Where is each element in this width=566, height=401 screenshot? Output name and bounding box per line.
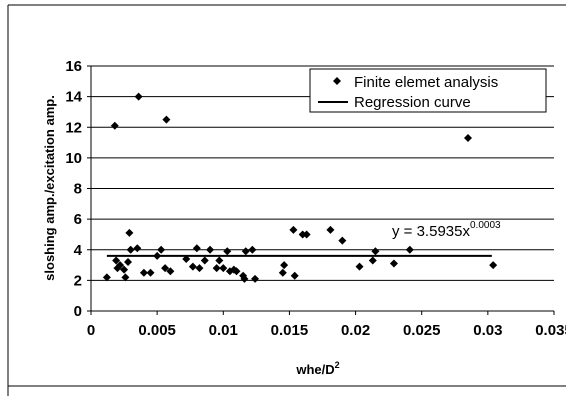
data-point [161,264,170,273]
x-tick-label: 0.005 [138,322,176,339]
data-point [188,262,197,271]
x-tick-label: 0 [87,322,95,339]
y-tick-label: 6 [74,211,82,228]
data-point [206,245,215,254]
data-point [116,261,125,270]
data-point [219,264,228,273]
data-point [223,247,232,256]
data-point [139,268,148,277]
x-tick-label: 0.01 [209,322,238,339]
data-point [278,268,287,277]
y-tick-label: 4 [74,242,83,259]
data-point [102,273,111,282]
data-point [232,267,241,276]
legend-marker-diamond [333,77,341,85]
y-tick-label: 8 [74,181,82,198]
data-point [125,228,134,237]
legend-label-finite-element: Finite elemet analysis [354,74,498,91]
data-point [162,115,171,124]
y-tick-label: 16 [65,58,82,75]
data-point [371,247,380,256]
data-point [146,268,155,277]
data-point [338,236,347,245]
data-point [289,225,298,234]
data-point [240,274,249,283]
data-point [489,261,498,270]
data-point [212,264,221,273]
data-point [405,245,414,254]
legend-box [309,68,547,113]
y-tick-label: 2 [74,272,82,289]
x-tick-label: 0.03 [473,322,502,339]
legend-label-regression: Regression curve [354,94,471,111]
data-point [302,230,311,239]
data-point [153,251,162,260]
x-tick-label: 0.02 [341,322,370,339]
x-tick-label: 0.015 [271,322,309,339]
data-point [251,274,260,283]
x-tick-label: 0.035 [535,322,566,339]
data-point [166,267,175,276]
data-point [389,259,398,268]
data-point [120,265,129,274]
data-point [126,245,135,254]
data-point [195,264,204,273]
regression-equation-exponent: 0.0003 [470,220,501,231]
data-point [280,261,289,270]
data-point [464,133,473,142]
data-point [121,273,130,282]
data-point [248,245,257,254]
regression-equation: y = 3.5935x0.0003 [392,220,501,240]
y-tick-label: 14 [65,89,82,106]
data-point [112,256,121,265]
x-tick-label: 0.025 [403,322,441,339]
data-points [102,92,498,283]
x-axis-title-main: whe/D [295,362,334,377]
x-axis-title: whe/D2 [295,360,339,377]
y-tick-label: 0 [74,303,82,320]
data-point [192,244,201,253]
data-point [368,256,377,265]
y-tick-label: 10 [65,150,82,167]
regression-equation-main: y = 3.5935x [392,223,470,240]
data-point [182,254,191,263]
axes [87,65,555,315]
data-point [200,256,209,265]
legend: Finite elemet analysis Regression curve [309,68,547,113]
data-point [241,247,250,256]
data-point [215,256,224,265]
x-axis-title-superscript: 2 [335,360,340,370]
data-point [355,262,364,271]
data-point [133,244,142,253]
data-point [326,225,335,234]
tick-labels: 0 2 4 6 8 10 12 14 16 0 0.005 0.01 0.015 0.02 0.025 0.0… [65,58,566,339]
data-point [134,92,143,101]
y-tick-label: 12 [65,119,82,136]
data-point [110,121,119,130]
data-point [124,258,133,266]
y-axis-title: sloshing amp./excitation amp. [42,95,57,281]
data-point [290,271,299,280]
data-point [157,245,166,254]
